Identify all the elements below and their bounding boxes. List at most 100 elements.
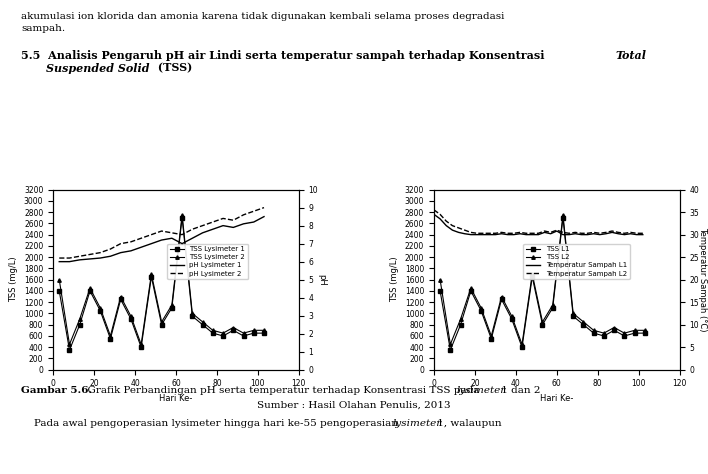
TSS L1 (579, 322, 588, 328)
Temperatur Sampah L2 (460, 228, 469, 233)
TSS Lysimeter 1 (198, 322, 207, 328)
TSS L1 (497, 297, 506, 302)
TSS L1 (476, 308, 485, 313)
Temperatur Sampah L1 (491, 232, 500, 237)
Temperatur Sampah L2 (540, 228, 549, 234)
pH Lysimeter 1 (260, 214, 268, 219)
Temperatur Sampah L2 (614, 229, 622, 235)
TSS L2 (569, 310, 578, 316)
Temperatur Sampah L1 (565, 232, 573, 237)
pH Lysimeter 1 (65, 259, 74, 264)
Temperatur Sampah L2 (436, 211, 445, 217)
Temperatur Sampah L2 (485, 230, 493, 236)
Temperatur Sampah L2 (448, 223, 457, 228)
TSS Lysimeter 2 (249, 328, 258, 333)
pH Lysimeter 2 (260, 205, 268, 210)
TSS Lysimeter 2 (239, 330, 248, 336)
TSS L1 (590, 330, 598, 336)
pH Lysimeter 2 (239, 212, 248, 218)
TSS Lysimeter 2 (198, 319, 207, 325)
Temperatur Sampah L1 (595, 232, 604, 237)
TSS L2 (467, 285, 475, 291)
Temperatur Sampah L1 (467, 232, 475, 237)
Temperatur Sampah L1 (627, 231, 635, 237)
TSS Lysimeter 2 (209, 328, 217, 333)
TSS Lysimeter 2 (168, 302, 176, 308)
TSS Lysimeter 2 (116, 294, 125, 300)
pH Lysimeter 2 (65, 255, 74, 261)
Text: 1, walaupun: 1, walaupun (434, 419, 502, 428)
pH Lysimeter 2 (249, 209, 258, 214)
Temperatur Sampah L1 (639, 232, 647, 237)
Temperatur Sampah L2 (571, 229, 580, 235)
TSS L1 (600, 333, 608, 339)
TSS L2 (518, 342, 526, 347)
pH Lysimeter 2 (198, 223, 207, 228)
Y-axis label: pH: pH (317, 274, 326, 285)
TSS Lysimeter 1 (96, 308, 105, 313)
Temperatur Sampah L1 (620, 232, 629, 237)
TSS L2 (436, 277, 445, 283)
Temperatur Sampah L1 (590, 231, 598, 237)
pH Lysimeter 2 (116, 241, 125, 246)
TSS Lysimeter 2 (137, 342, 145, 347)
Text: lysimeter: lysimeter (457, 386, 506, 395)
Line: pH Lysimeter 1: pH Lysimeter 1 (59, 217, 264, 262)
TSS L2 (590, 328, 598, 333)
pH Lysimeter 2 (229, 218, 238, 223)
Text: sampah.: sampah. (21, 24, 65, 33)
Temperatur Sampah L2 (639, 230, 647, 236)
Temperatur Sampah L1 (436, 216, 445, 222)
TSS Lysimeter 1 (157, 322, 166, 328)
Line: TSS L1: TSS L1 (438, 216, 646, 352)
Temperatur Sampah L2 (510, 230, 518, 236)
pH Lysimeter 1 (178, 241, 186, 246)
TSS Lysimeter 2 (106, 333, 115, 339)
Temperatur Sampah L2 (430, 207, 438, 213)
Temperatur Sampah L1 (577, 232, 586, 237)
pH Lysimeter 1 (116, 250, 125, 255)
pH Lysimeter 2 (209, 219, 217, 225)
TSS Lysimeter 2 (178, 212, 186, 218)
TSS L1 (569, 313, 578, 319)
Temperatur Sampah L2 (632, 230, 641, 236)
TSS L2 (446, 342, 455, 347)
TSS L2 (610, 325, 618, 330)
TSS Lysimeter 1 (116, 297, 125, 302)
pH Lysimeter 2 (127, 239, 135, 245)
Temperatur Sampah L1 (479, 232, 487, 237)
pH Lysimeter 1 (198, 230, 207, 236)
Text: Grafik Perbandingan pH serta temperatur terhadap Konsentrasi TSS pada: Grafik Perbandingan pH serta temperatur … (81, 386, 483, 395)
Temperatur Sampah L1 (497, 231, 506, 237)
Temperatur Sampah L2 (528, 230, 537, 236)
TSS Lysimeter 1 (219, 333, 227, 339)
TSS L1 (610, 328, 618, 333)
TSS L2 (549, 302, 557, 308)
Temperatur Sampah L2 (583, 230, 592, 236)
pH Lysimeter 2 (76, 254, 84, 259)
Temperatur Sampah L2 (590, 229, 598, 235)
Line: Temperatur Sampah L1: Temperatur Sampah L1 (434, 214, 643, 235)
Temperatur Sampah L1 (608, 229, 617, 235)
Line: pH Lysimeter 2: pH Lysimeter 2 (59, 208, 264, 258)
pH Lysimeter 1 (147, 241, 156, 246)
Temperatur Sampah L1 (547, 231, 555, 237)
TSS L1 (446, 347, 455, 353)
pH Lysimeter 1 (96, 255, 105, 261)
TSS L1 (620, 333, 629, 339)
Temperatur Sampah L1 (485, 232, 493, 237)
TSS L2 (497, 294, 506, 300)
pH Lysimeter 2 (137, 236, 145, 241)
TSS L2 (528, 271, 537, 277)
Text: akumulasi ion klorida dan amonia karena tidak digunakan kembali selama proses de: akumulasi ion klorida dan amonia karena … (21, 12, 505, 21)
TSS L2 (579, 319, 588, 325)
Text: 1 dan 2: 1 dan 2 (498, 386, 540, 395)
Y-axis label: TSS (mg/L): TSS (mg/L) (390, 257, 399, 302)
pH Lysimeter 2 (219, 216, 227, 221)
TSS L2 (457, 316, 465, 322)
TSS Lysimeter 2 (55, 277, 64, 283)
pH Lysimeter 1 (137, 245, 145, 250)
Temperatur Sampah L1 (528, 232, 537, 237)
Temperatur Sampah L2 (577, 230, 586, 236)
Text: Gambar 5.6.: Gambar 5.6. (21, 386, 93, 395)
